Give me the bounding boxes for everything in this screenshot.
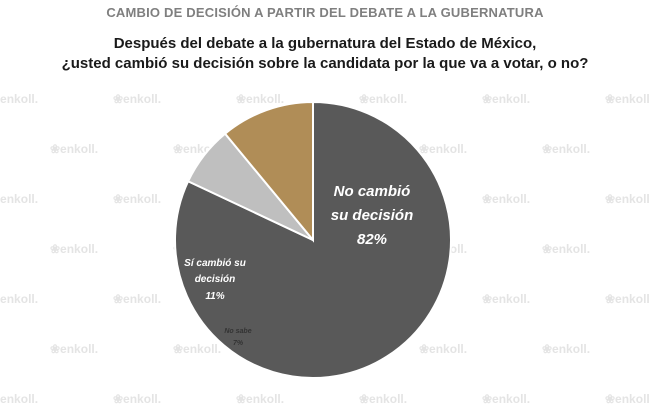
- slice-no-cambio: [174, 100, 452, 379]
- label-no-cambio-line1: No cambió: [334, 183, 411, 200]
- slice-si-cambio: [223, 100, 314, 243]
- label-no-sabe: No sabe 7%: [224, 328, 251, 347]
- chart-question: Después del debate a la gubernatura del …: [20, 34, 630, 74]
- label-no-cambio-line2: su decisión: [331, 207, 414, 224]
- label-no-cambio: No cambió su decisión 82%: [331, 183, 414, 248]
- label-no-sabe-line1: No sabe: [224, 328, 251, 335]
- question-line-1: Después del debate a la gubernatura del …: [113, 35, 537, 52]
- question-line-2: ¿usted cambió su decisión sobre la candi…: [61, 55, 589, 72]
- label-no-cambio-value: 82%: [357, 231, 387, 248]
- label-no-sabe-value: 7%: [233, 340, 244, 347]
- label-si-cambio-line2: decisión: [195, 274, 236, 285]
- pie-slices: [174, 100, 452, 379]
- label-si-cambio: Sí cambió su decisión 11%: [184, 258, 246, 302]
- label-si-cambio-value: 11%: [205, 291, 224, 302]
- chart-title: CAMBIO DE DECISIÓN A PARTIR DEL DEBATE A…: [106, 5, 544, 20]
- label-si-cambio-line1: Sí cambió su: [184, 258, 246, 269]
